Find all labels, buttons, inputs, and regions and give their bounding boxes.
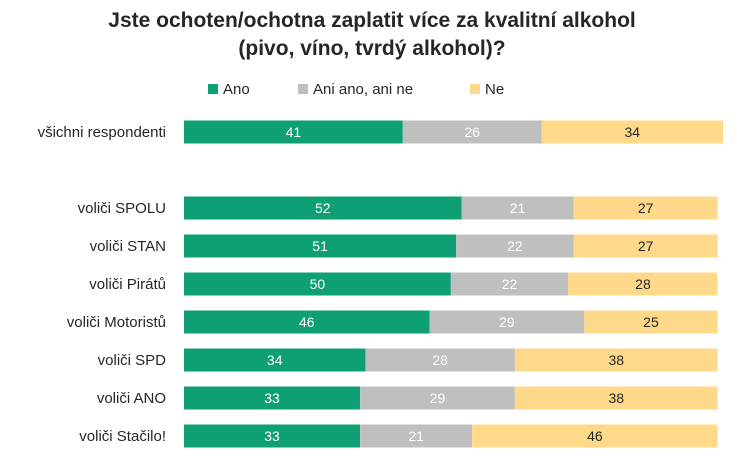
data-label: 21 bbox=[510, 200, 526, 216]
bar-segment bbox=[541, 120, 723, 144]
data-label: 46 bbox=[299, 314, 315, 330]
data-label: 52 bbox=[315, 200, 331, 216]
category-label: voliči Pirátů bbox=[89, 276, 166, 293]
data-label: 28 bbox=[432, 352, 448, 368]
bar-segment bbox=[472, 424, 718, 448]
data-label: 28 bbox=[635, 276, 651, 292]
bar-segment bbox=[184, 386, 361, 410]
category-label: voliči Stačilo! bbox=[79, 428, 166, 445]
bar-segment bbox=[450, 272, 569, 296]
chart-title-line2: (pivo, víno, tvrdý alkohol)? bbox=[238, 37, 506, 60]
bar-segment bbox=[360, 386, 515, 410]
bar-segment bbox=[584, 310, 718, 334]
bar-segment bbox=[514, 386, 718, 410]
data-label: 27 bbox=[638, 238, 654, 254]
legend-swatch-ano bbox=[208, 84, 218, 94]
bar-segment bbox=[184, 120, 403, 144]
legend-item-ani-ano-ani-ne: Ani ano, ani ne bbox=[298, 78, 413, 100]
bar-segment bbox=[429, 310, 585, 334]
legend-item-ano: Ano bbox=[208, 78, 250, 100]
legend-item-ne: Ne bbox=[470, 78, 504, 100]
bar-segment bbox=[184, 272, 451, 296]
legend-label-ani-ano-ani-ne: Ani ano, ani ne bbox=[313, 80, 414, 98]
data-label: 46 bbox=[587, 428, 603, 444]
category-label: voliči SPOLU bbox=[78, 200, 166, 217]
data-label: 25 bbox=[643, 314, 659, 330]
legend-swatch-ani-ano-ani-ne bbox=[298, 84, 308, 94]
data-label: 22 bbox=[507, 238, 523, 254]
legend-label-ne: Ne bbox=[485, 80, 505, 98]
bar-segment bbox=[184, 310, 430, 334]
data-label: 38 bbox=[608, 352, 624, 368]
category-label: voliči STAN bbox=[90, 238, 166, 255]
data-label: 41 bbox=[286, 124, 302, 140]
legend-swatch-ne bbox=[470, 84, 480, 94]
data-label: 34 bbox=[624, 124, 640, 140]
data-label: 34 bbox=[267, 352, 283, 368]
bar-segment bbox=[402, 120, 542, 144]
bar-segment bbox=[184, 424, 361, 448]
legend: Ano Ani ano, ani ne Ne bbox=[0, 78, 744, 100]
bar-segment bbox=[365, 348, 515, 372]
data-label: 27 bbox=[638, 200, 654, 216]
bar-segment bbox=[461, 196, 574, 220]
bar-segment bbox=[573, 196, 718, 220]
data-label: 33 bbox=[264, 390, 280, 406]
data-label: 51 bbox=[312, 238, 328, 254]
data-label: 29 bbox=[430, 390, 446, 406]
legend-label-ano: Ano bbox=[223, 80, 250, 98]
bar-segment bbox=[456, 234, 574, 258]
data-label: 33 bbox=[264, 428, 280, 444]
bar-segment bbox=[184, 234, 457, 258]
bar-segment bbox=[514, 348, 718, 372]
data-label: 22 bbox=[502, 276, 518, 292]
bar-segment bbox=[184, 348, 366, 372]
data-label: 50 bbox=[310, 276, 326, 292]
bar-segment bbox=[568, 272, 718, 296]
data-label: 38 bbox=[608, 390, 624, 406]
data-label: 26 bbox=[464, 124, 480, 140]
category-label: všichni respondenti bbox=[38, 124, 166, 141]
category-label: voliči SPD bbox=[98, 352, 167, 369]
category-label: voliči Motoristů bbox=[67, 314, 166, 331]
bar-segment bbox=[360, 424, 473, 448]
bar-segment bbox=[573, 234, 718, 258]
bar-segment bbox=[184, 196, 462, 220]
data-label: 29 bbox=[499, 314, 515, 330]
chart-title-line1: Jste ochoten/ochotna zaplatit více za kv… bbox=[108, 9, 636, 32]
data-label: 21 bbox=[408, 428, 424, 444]
category-label: voliči ANO bbox=[97, 390, 166, 407]
